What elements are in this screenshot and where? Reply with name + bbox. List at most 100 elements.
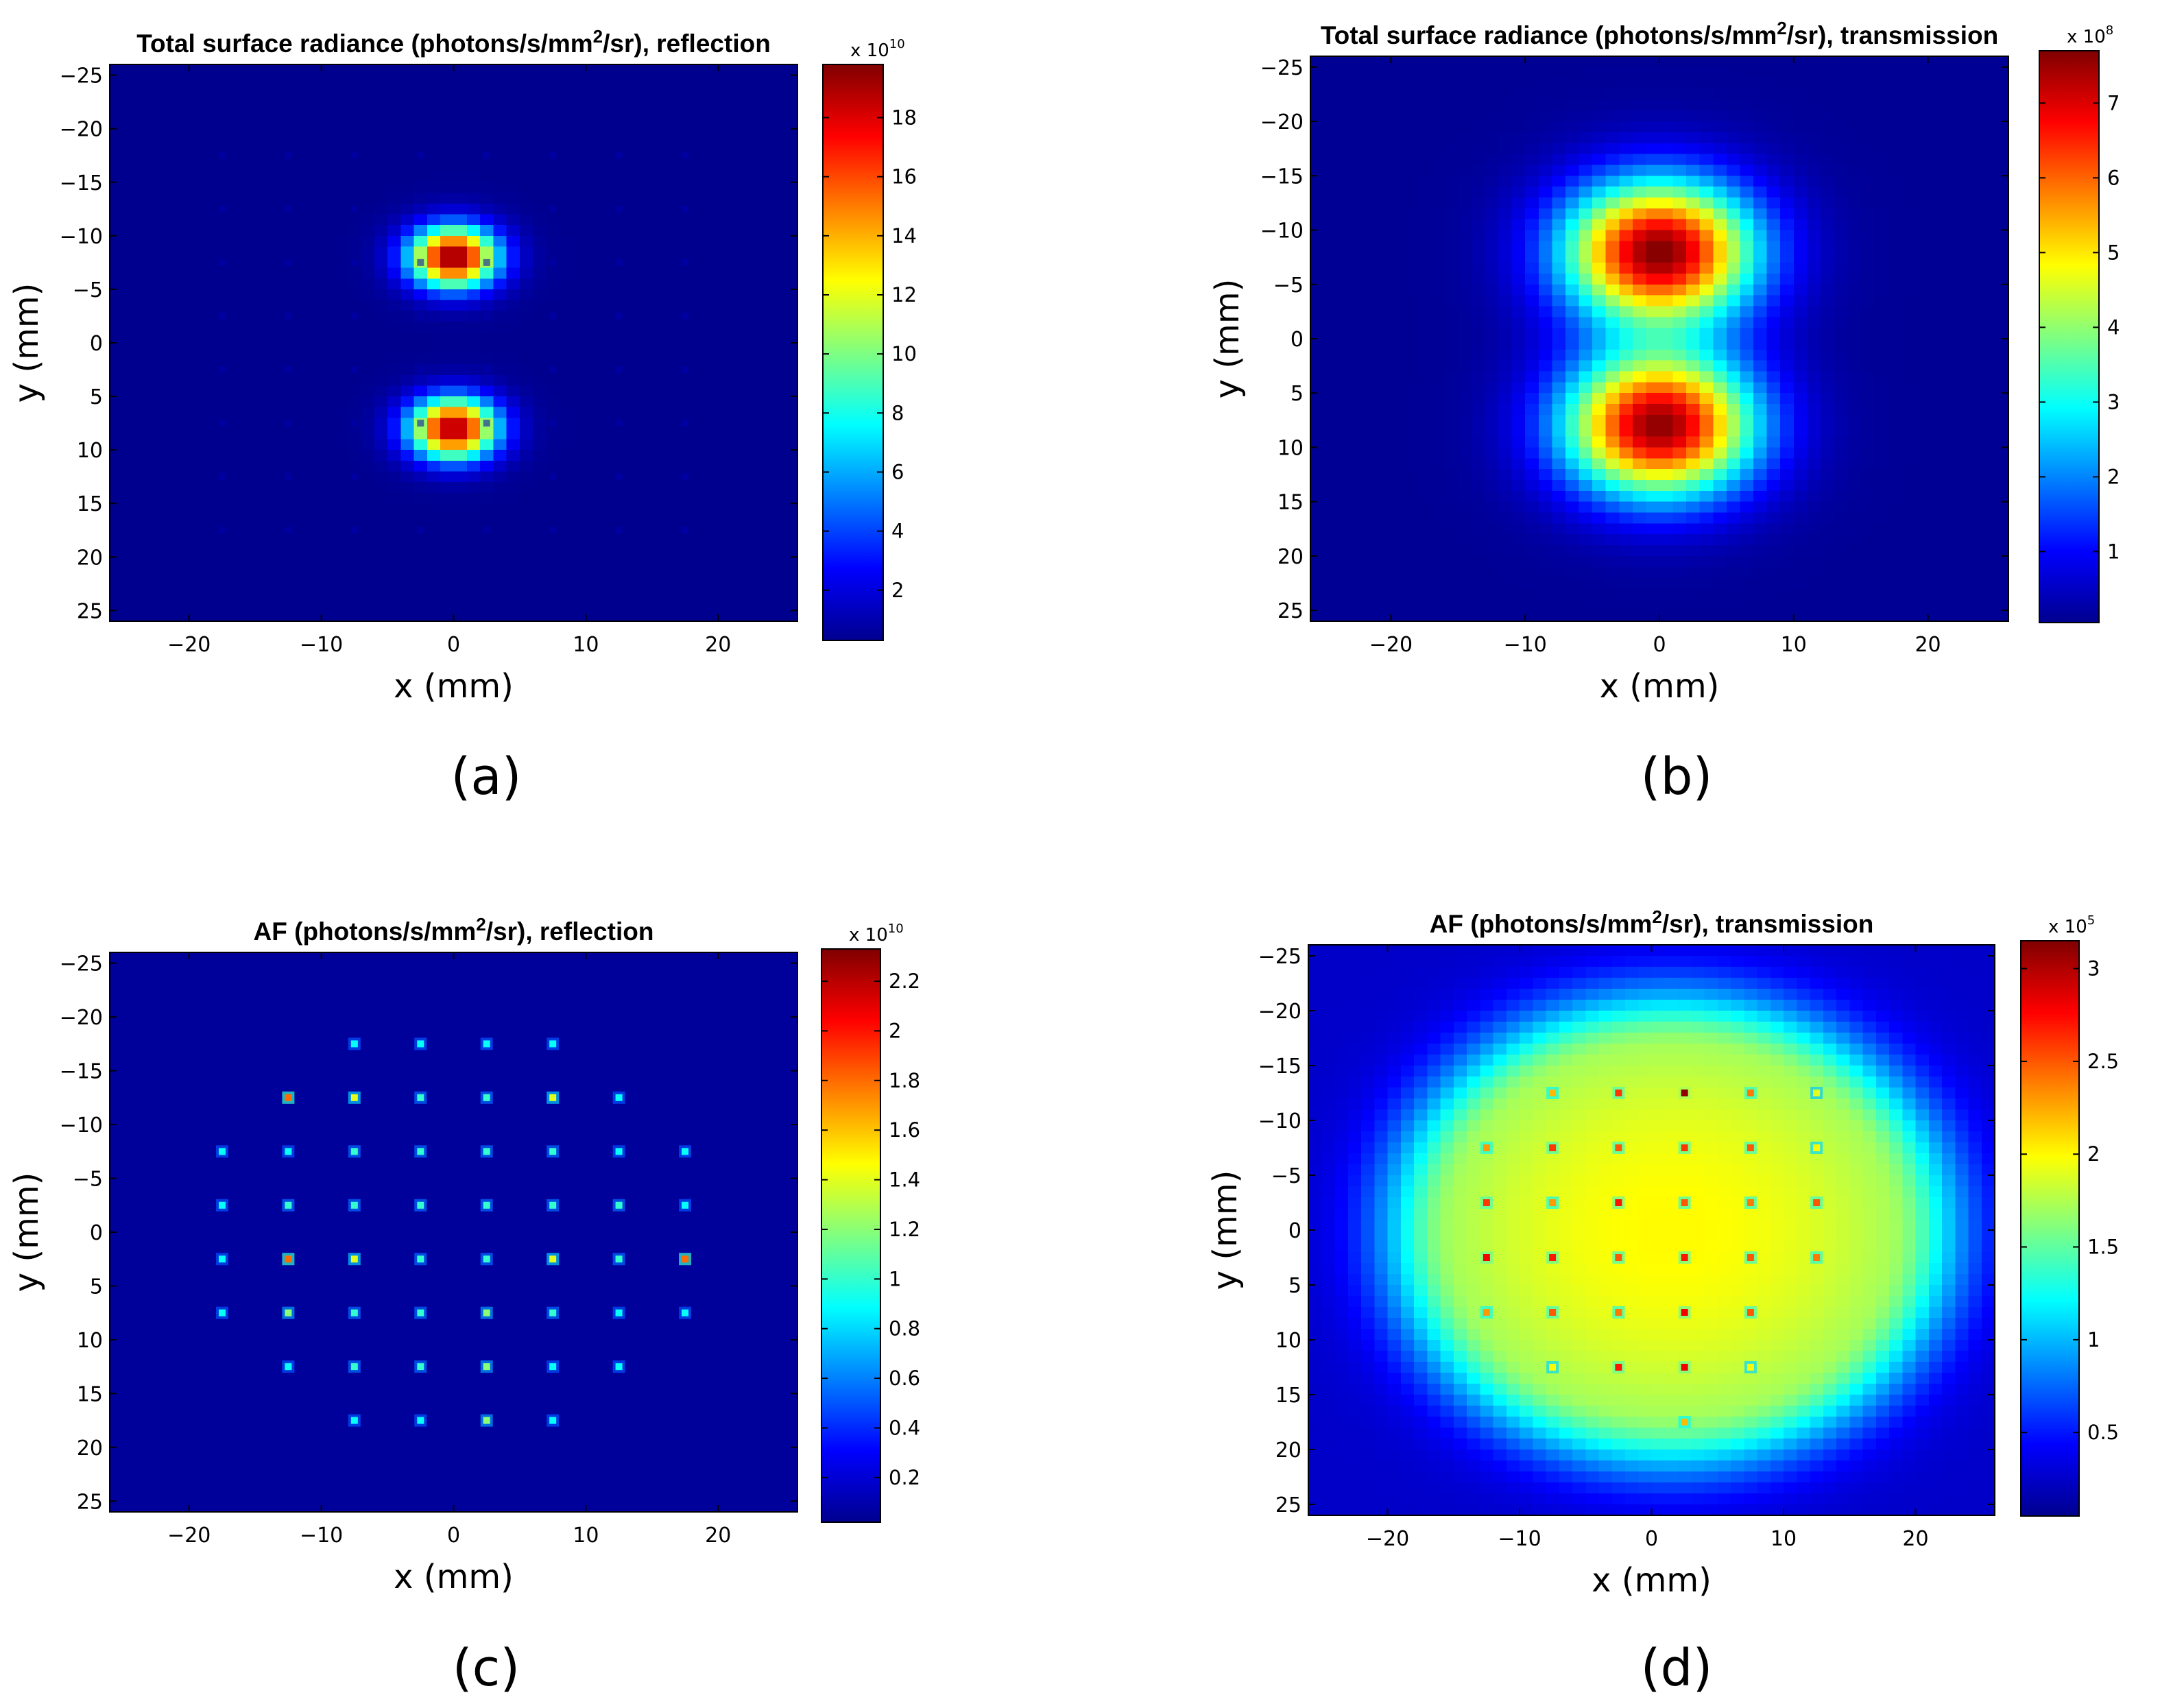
colorbar-tick-label: 2 — [889, 1019, 901, 1042]
source-spot — [218, 1255, 226, 1263]
colorbar-tick-label: 4 — [2107, 315, 2120, 339]
source-spot — [218, 1201, 226, 1209]
source-dot — [549, 366, 557, 374]
source-spot — [285, 1148, 292, 1155]
source-dot — [549, 205, 557, 213]
y-tick-label: 20 — [77, 546, 103, 570]
y-tick-label: −10 — [60, 1114, 103, 1138]
source-spot — [1813, 1090, 1821, 1096]
colorbar-tick-label: 0.4 — [889, 1416, 920, 1439]
source-spot — [1681, 1090, 1688, 1096]
panel-d: −20 −10 0 10 20 −25 −20 −15 −10 −5 0 5 10 15 20 25 x (mm… — [1206, 906, 2119, 1698]
x-axis-label: x (mm) — [394, 667, 514, 706]
source-dot — [417, 258, 424, 266]
y-tick-label: 5 — [90, 385, 103, 409]
source-dot — [218, 366, 226, 374]
colorbar — [821, 948, 881, 1523]
source-dot — [549, 420, 557, 427]
source-spot — [483, 1094, 490, 1101]
x-tick-label: 0 — [447, 1524, 460, 1548]
source-spot — [549, 1255, 557, 1263]
x-tick-label: 20 — [1902, 1527, 1928, 1551]
source-dot — [285, 420, 292, 427]
source-spot — [1549, 1090, 1557, 1096]
source-spot — [549, 1417, 557, 1424]
source-spot — [1549, 1144, 1557, 1151]
source-spot — [350, 1094, 358, 1101]
y-tick-label: 15 — [77, 1382, 103, 1406]
source-spot — [682, 1201, 689, 1209]
source-spot — [285, 1094, 292, 1101]
source-spot — [1813, 1254, 1821, 1261]
source-dot — [417, 312, 424, 320]
panel-label: (b) — [1641, 747, 1713, 806]
y-tick-label: −15 — [1258, 1055, 1301, 1079]
source-dot — [218, 205, 226, 213]
source-spot — [1681, 1364, 1688, 1371]
y-tick-label: 0 — [90, 332, 103, 356]
source-spot — [682, 1148, 689, 1155]
source-spot — [615, 1363, 623, 1371]
y-tick-label: 5 — [90, 1275, 103, 1299]
source-spot — [549, 1201, 557, 1209]
source-dot — [285, 527, 292, 534]
colorbar-tick-label: 1.6 — [889, 1118, 920, 1142]
y-tick-label: 0 — [1288, 1219, 1301, 1243]
x-tick-label: −10 — [1498, 1527, 1541, 1551]
source-spot — [549, 1148, 557, 1155]
y-tick-label: −15 — [60, 171, 103, 195]
x-tick-label: 10 — [1771, 1527, 1797, 1551]
source-dot — [483, 152, 490, 159]
source-spot — [417, 1363, 424, 1371]
source-dot — [285, 258, 292, 266]
source-spot — [417, 1309, 424, 1316]
source-spot — [417, 1201, 424, 1209]
source-spot — [1483, 1199, 1490, 1206]
heatmap-b — [1310, 56, 2008, 621]
source-spot — [218, 1148, 226, 1155]
y-tick-label: 25 — [77, 599, 103, 623]
colorbar-tick-label: 3 — [2087, 957, 2100, 981]
source-dot — [285, 473, 292, 481]
heatmap-c — [110, 952, 797, 1512]
source-spot — [615, 1094, 623, 1101]
x-tick-label: 10 — [573, 1524, 599, 1548]
source-dot — [615, 473, 623, 481]
colorbar-tick-label: 4 — [891, 520, 904, 543]
source-dot — [350, 527, 358, 534]
source-dot — [549, 312, 557, 320]
colorbar-tick-label: 0.5 — [2087, 1421, 2119, 1444]
source-dot — [483, 420, 490, 427]
source-spot — [483, 1417, 490, 1424]
source-spot — [1813, 1199, 1821, 1206]
x-tick-label: 0 — [1645, 1527, 1658, 1551]
colorbar-tick-label: 2.2 — [889, 970, 920, 993]
source-spot — [285, 1309, 292, 1316]
source-spot — [417, 1148, 424, 1155]
y-tick-label: 20 — [77, 1436, 103, 1460]
source-spot — [1747, 1199, 1754, 1206]
source-dot — [218, 420, 226, 427]
heatmap-d — [1308, 945, 1995, 1515]
x-tick-label: −10 — [1504, 633, 1547, 657]
source-spot — [1681, 1419, 1688, 1426]
source-spot — [1615, 1254, 1622, 1261]
x-tick-label: 0 — [447, 633, 460, 657]
source-dot — [350, 152, 358, 159]
colorbar-tick-label: 7 — [2107, 91, 2120, 115]
colorbar-tick-label: 2.5 — [2087, 1050, 2119, 1073]
source-dot — [682, 312, 689, 320]
source-spot — [1483, 1144, 1490, 1151]
x-axis-label: x (mm) — [394, 1558, 514, 1596]
y-tick-label: 5 — [1288, 1274, 1301, 1298]
source-dot — [483, 473, 490, 481]
source-dot — [615, 527, 623, 534]
source-dot — [483, 366, 490, 374]
source-spot — [1747, 1309, 1754, 1316]
source-dot — [417, 205, 424, 213]
source-dot — [615, 205, 623, 213]
colorbar-tick-label: 0.8 — [889, 1317, 920, 1340]
y-axis-label: y (mm) — [8, 1172, 46, 1292]
source-spot — [1549, 1199, 1557, 1206]
